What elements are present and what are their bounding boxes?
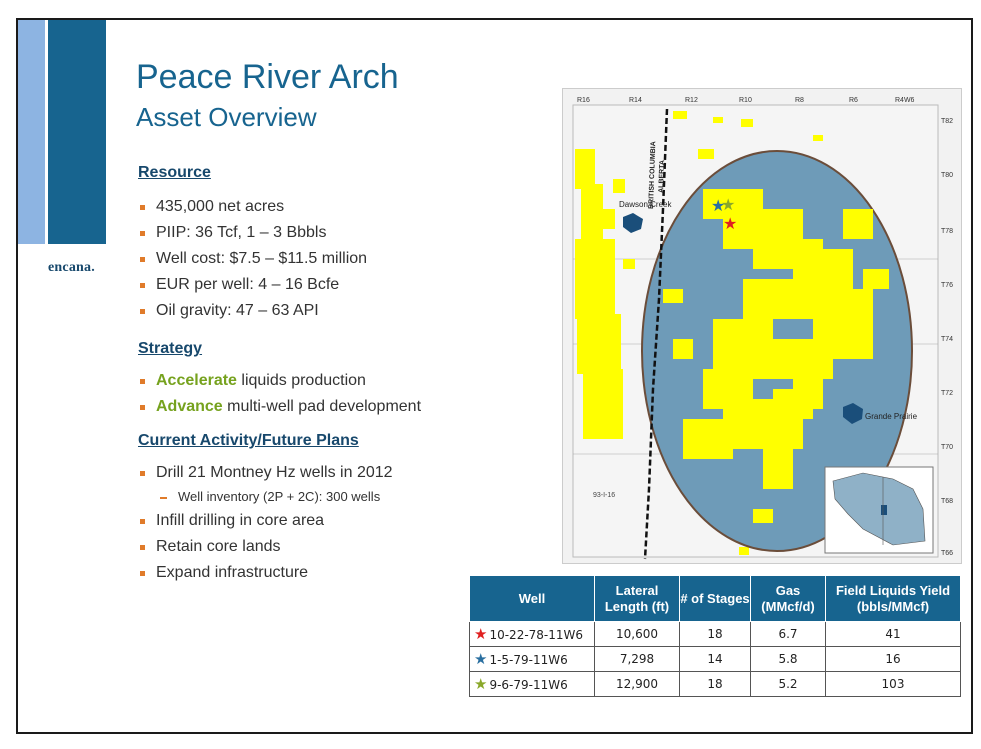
township-label: T74 xyxy=(941,336,953,343)
well-cell: ★ 1-5-79-11W6 xyxy=(469,646,595,672)
gas-cell: 6.7 xyxy=(750,621,826,647)
table-row: ★ 10-22-78-11W6 10,600 18 6.7 41 xyxy=(469,621,961,647)
stages-cell: 18 xyxy=(679,621,751,647)
well-cell: ★ 10-22-78-11W6 xyxy=(469,621,595,647)
length-cell: 12,900 xyxy=(594,671,680,697)
township-label: T70 xyxy=(941,444,953,451)
dawson-creek-marker xyxy=(623,213,643,233)
provincial-border xyxy=(643,108,669,560)
yield-cell: 16 xyxy=(825,646,961,672)
strategy-list: Accelerate liquids production Advance mu… xyxy=(138,368,421,420)
red-star-icon: ★ xyxy=(474,625,488,643)
emphasis-text: Advance xyxy=(156,398,223,415)
list-item: Expand infrastructure xyxy=(138,560,393,586)
blue-star-icon: ★ xyxy=(474,650,488,668)
length-cell: 10,600 xyxy=(594,621,680,647)
township-labels: T82 T80 T78 T76 T74 T72 T70 T68 T66 xyxy=(941,118,953,557)
township-label: T66 xyxy=(941,550,953,557)
land-west xyxy=(575,111,823,555)
item-text: multi-well pad development xyxy=(222,398,422,415)
table-row: ★ 1-5-79-11W6 7,298 14 5.8 16 xyxy=(469,646,961,672)
stages-cell: 18 xyxy=(679,671,751,697)
land-core xyxy=(663,189,889,523)
list-item: Infill drilling in core area xyxy=(138,508,393,534)
column-header: # of Stages xyxy=(679,575,751,622)
list-item: EUR per well: 4 – 16 Bcfe xyxy=(138,272,367,298)
range-labels: R16 R14 R12 R10 R8 R6 R4W6 xyxy=(577,97,915,104)
list-item: Oil gravity: 47 – 63 API xyxy=(138,298,367,324)
grid-label: 93-I-16 xyxy=(593,492,615,499)
list-item: Well cost: $7.5 – $11.5 million xyxy=(138,246,367,272)
township-label: T68 xyxy=(941,498,953,505)
table-header-row: Well Lateral Length (ft) # of Stages Gas… xyxy=(469,575,961,622)
gas-cell: 5.8 xyxy=(750,646,826,672)
resource-list: 435,000 net acres PIIP: 36 Tcf, 1 – 3 Bb… xyxy=(138,194,367,324)
dawson-creek-label: Dawson Creek xyxy=(619,200,672,209)
resource-heading: Resource xyxy=(138,164,211,181)
grande-prairie-marker xyxy=(843,403,863,424)
column-header: Well xyxy=(469,575,595,622)
well-cell: ★ 9-6-79-11W6 xyxy=(469,671,595,697)
township-label: T82 xyxy=(941,118,953,125)
sub-list-item: Well inventory (2P + 2C): 300 wells xyxy=(138,486,393,508)
page-title: Peace River Arch xyxy=(136,58,399,96)
list-item: Retain core lands xyxy=(138,534,393,560)
gas-cell: 5.2 xyxy=(750,671,826,697)
well-name: 9-6-79-11W6 xyxy=(489,678,568,692)
item-text: liquids production xyxy=(236,372,366,389)
column-header: Lateral Length (ft) xyxy=(594,575,680,622)
emphasis-text: Accelerate xyxy=(156,372,237,389)
bc-label: BRITISH COLUMBIA xyxy=(648,141,657,209)
range-label: R6 xyxy=(849,97,858,104)
list-item: Accelerate liquids production xyxy=(138,368,421,394)
range-label: R8 xyxy=(795,97,804,104)
activity-list: Drill 21 Montney Hz wells in 2012 Well i… xyxy=(138,460,393,586)
list-item: 435,000 net acres xyxy=(138,194,367,220)
list-item: Advance multi-well pad development xyxy=(138,394,421,420)
accent-bar-light xyxy=(18,20,45,244)
stages-cell: 14 xyxy=(679,646,751,672)
well-name: 1-5-79-11W6 xyxy=(489,653,568,667)
alberta-label: ALBERTA xyxy=(658,160,666,193)
range-label: R16 xyxy=(577,97,590,104)
company-logo: encana. xyxy=(48,260,95,275)
asset-map: Dawson Creek Grande Prairie BRITISH COLU… xyxy=(562,88,962,564)
list-item: PIIP: 36 Tcf, 1 – 3 Bbbls xyxy=(138,220,367,246)
range-label: R12 xyxy=(685,97,698,104)
range-label: R10 xyxy=(739,97,752,104)
accent-bar-dark xyxy=(48,20,106,244)
slide: encana. Peace River Arch Asset Overview … xyxy=(16,18,973,734)
table-row: ★ 9-6-79-11W6 12,900 18 5.2 103 xyxy=(469,671,961,697)
inset-map xyxy=(824,466,934,554)
township-label: T80 xyxy=(941,172,953,179)
township-label: T76 xyxy=(941,282,953,289)
column-header: Field Liquids Yield (bbls/MMcf) xyxy=(825,575,961,622)
well-name: 10-22-78-11W6 xyxy=(489,628,584,642)
strategy-heading: Strategy xyxy=(138,340,203,357)
well-star-red: ★ xyxy=(723,216,737,233)
yield-cell: 103 xyxy=(825,671,961,697)
green-star-icon: ★ xyxy=(474,675,488,693)
range-label: R4W6 xyxy=(895,97,915,104)
well-star-blue: ★ xyxy=(711,198,725,215)
well-results-table: Well Lateral Length (ft) # of Stages Gas… xyxy=(469,575,961,697)
grande-prairie-label: Grande Prairie xyxy=(865,412,918,421)
column-header: Gas (MMcf/d) xyxy=(750,575,826,622)
range-label: R14 xyxy=(629,97,642,104)
township-label: T78 xyxy=(941,228,953,235)
map-svg: Dawson Creek Grande Prairie BRITISH COLU… xyxy=(572,97,953,560)
activity-heading: Current Activity/Future Plans xyxy=(138,432,359,449)
page-subtitle: Asset Overview xyxy=(136,102,317,132)
length-cell: 7,298 xyxy=(594,646,680,672)
list-item: Drill 21 Montney Hz wells in 2012 xyxy=(138,460,393,486)
yield-cell: 41 xyxy=(825,621,961,647)
well-star-green: ★ xyxy=(721,197,735,214)
township-label: T72 xyxy=(941,390,953,397)
